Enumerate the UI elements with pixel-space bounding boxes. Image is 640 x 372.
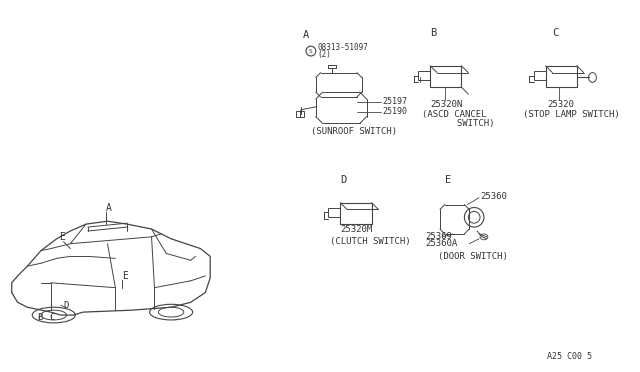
Text: (2): (2) [317,51,332,60]
Text: (DOOR SWITCH): (DOOR SWITCH) [438,252,508,261]
Text: 25320: 25320 [547,100,574,109]
Text: E: E [445,175,451,185]
Text: 25320N: 25320N [430,100,463,109]
Text: B: B [430,29,436,38]
Text: A: A [106,202,111,212]
Text: C: C [552,29,559,38]
Text: S: S [309,49,313,54]
Text: 08313-51097: 08313-51097 [317,43,369,52]
Bar [545,66,577,87]
Text: (CLUTCH SWITCH): (CLUTCH SWITCH) [330,237,411,246]
Bar [296,111,304,116]
Ellipse shape [32,307,76,323]
Bar [430,66,461,87]
Text: SWITCH): SWITCH) [430,119,495,128]
Bar [328,208,340,217]
Text: 25369: 25369 [426,232,452,241]
Text: C: C [49,312,54,321]
Text: B: B [37,312,42,321]
Text: (STOP LAMP SWITCH): (STOP LAMP SWITCH) [523,110,620,119]
Ellipse shape [150,304,193,320]
Ellipse shape [468,211,480,223]
Text: (SUNROOF SWITCH): (SUNROOF SWITCH) [311,127,397,136]
Bar [419,71,430,80]
Bar [340,203,371,224]
Text: 25360: 25360 [480,192,507,201]
Ellipse shape [41,310,67,320]
Text: D: D [63,301,69,310]
Ellipse shape [158,307,184,317]
Text: A: A [303,31,309,41]
Text: 25197: 25197 [382,97,407,106]
Text: 25360A: 25360A [426,239,458,248]
Text: E: E [122,271,128,281]
Text: 25190: 25190 [382,107,407,116]
Ellipse shape [465,208,484,227]
Text: E: E [59,232,65,242]
Circle shape [306,46,316,56]
Text: 25320M: 25320M [340,225,372,234]
Bar [534,71,545,80]
Text: D: D [340,175,346,185]
Text: A25 C00 5: A25 C00 5 [547,352,593,360]
Text: (ASCD CANCEL: (ASCD CANCEL [422,110,487,119]
